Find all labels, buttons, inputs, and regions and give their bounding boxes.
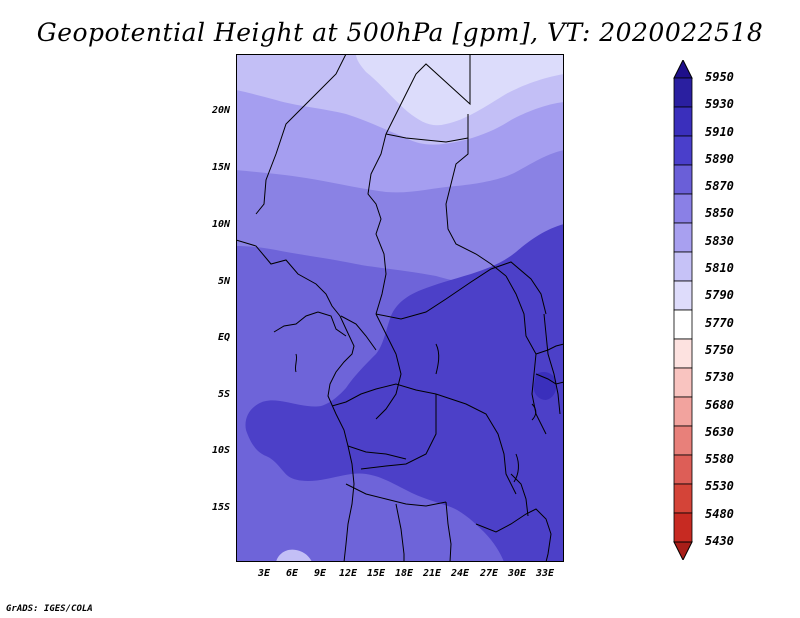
colorbar-top-arrow: [673, 60, 693, 79]
contour-5910: [533, 372, 557, 400]
lat-tick-label: 5S: [217, 389, 230, 400]
lon-tick-label: 6E: [285, 568, 299, 579]
chart-title: Geopotential Height at 500hPa [gpm], VT:…: [36, 18, 764, 47]
colorbar-swatch: [673, 512, 693, 543]
colorbar-swatch: [673, 338, 693, 369]
colorbar-swatch: [673, 77, 693, 108]
credit-text: GrADS: IGES/COLA: [6, 604, 93, 614]
colorbar-label: 5480: [705, 506, 734, 521]
colorbar-swatch: [673, 309, 693, 340]
colorbar-swatch: [673, 454, 693, 485]
lon-tick-label: 21E: [422, 568, 442, 579]
colorbar-swatch: [673, 164, 693, 195]
colorbar-label: 5950: [705, 70, 734, 84]
lat-tick-label: 10S: [211, 445, 230, 456]
colorbar: [673, 60, 693, 560]
colorbar-label: 5890: [705, 151, 734, 166]
colorbar-label: 5750: [705, 342, 734, 357]
colorbar-label: 5850: [705, 206, 734, 221]
colorbar-swatch: [673, 106, 693, 137]
colorbar-label: 5830: [705, 233, 734, 248]
contour-5810-south: [276, 549, 312, 562]
colorbar-swatch: [673, 193, 693, 224]
colorbar-swatch: [673, 251, 693, 282]
lat-tick-label: 20N: [211, 105, 230, 116]
colorbar-swatch: [673, 396, 693, 427]
colorbar-swatch: [673, 135, 693, 166]
lat-tick-label: EQ: [217, 332, 230, 343]
colorbar-label: 5770: [705, 315, 734, 330]
lon-tick-label: 9E: [313, 568, 327, 579]
colorbar-label: 5930: [705, 97, 734, 112]
lon-tick-label: 3E: [257, 568, 271, 579]
colorbar-swatch: [673, 222, 693, 253]
colorbar-swatch: [673, 367, 693, 398]
lat-tick-label: 15S: [211, 502, 230, 513]
contour-5790: [356, 54, 564, 126]
colorbar-swatch: [673, 425, 693, 456]
lat-tick-label: 10N: [211, 219, 230, 230]
lon-tick-label: 18E: [394, 568, 414, 579]
country-borders: [236, 54, 564, 562]
colorbar-label: 5580: [705, 452, 734, 467]
lon-tick-label: 30E: [507, 568, 527, 579]
colorbar-label: 5730: [705, 370, 734, 385]
contour-5890: [245, 224, 564, 562]
lon-tick-label: 15E: [366, 568, 386, 579]
lat-tick-label: 15N: [211, 162, 230, 173]
colorbar-label: 5870: [705, 179, 734, 194]
colorbar-label: 5630: [705, 424, 734, 439]
lat-tick-label: 5N: [217, 276, 230, 287]
colorbar-bottom-arrow: [673, 541, 693, 560]
map: [236, 54, 564, 562]
colorbar-label: 5790: [705, 288, 734, 303]
colorbar-label: 5680: [705, 397, 734, 412]
colorbar-label: 5430: [705, 534, 734, 548]
colorbar-swatch: [673, 483, 693, 514]
lon-tick-label: 12E: [338, 568, 358, 579]
lon-tick-label: 24E: [450, 568, 470, 579]
lon-tick-label: 33E: [535, 568, 555, 579]
lon-tick-label: 27E: [479, 568, 499, 579]
colorbar-label: 5810: [705, 261, 734, 276]
colorbar-label: 5530: [705, 479, 734, 494]
colorbar-label: 5910: [705, 124, 734, 139]
colorbar-swatch: [673, 280, 693, 311]
